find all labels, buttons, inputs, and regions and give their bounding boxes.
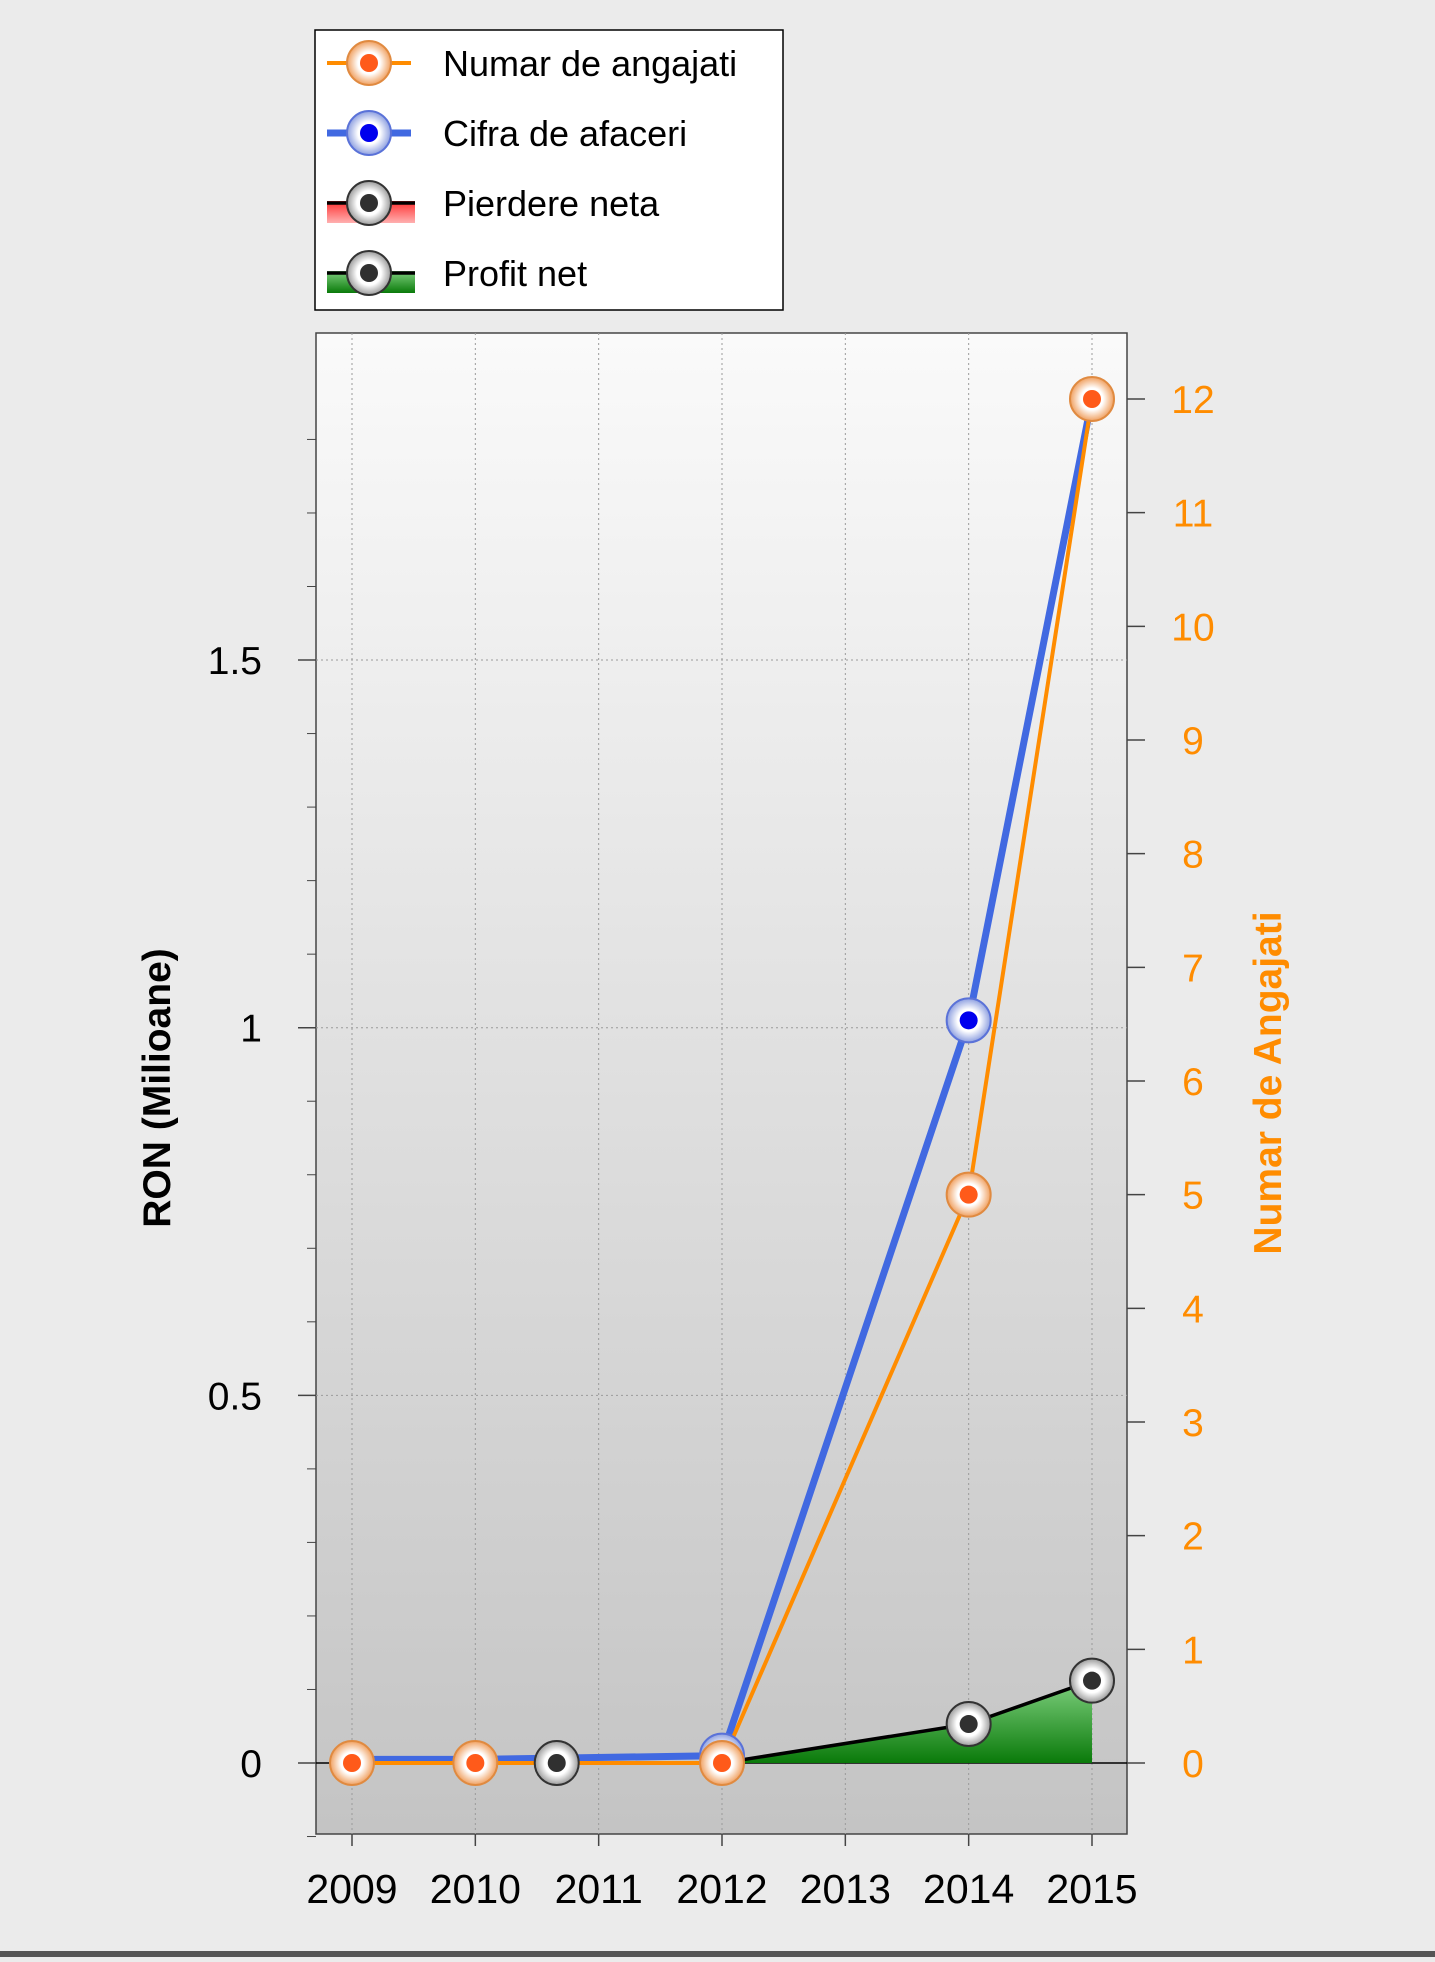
y2-tick-label: 2 (1182, 1516, 1204, 1559)
y2-tick-label: 5 (1182, 1175, 1204, 1218)
y2-tick-label: 7 (1182, 947, 1204, 990)
legend-label-profit: Profit net (443, 253, 587, 294)
y2-tick-label: 3 (1182, 1402, 1204, 1445)
y2-tick-label: 8 (1182, 834, 1204, 877)
angajati-point (713, 1754, 731, 1772)
y2-tick-label: 4 (1182, 1288, 1204, 1331)
legend-angajati-dot (360, 54, 378, 72)
y-tick-label: 0 (240, 1743, 262, 1786)
x-tick-label: 2011 (555, 1866, 643, 1912)
x-tick-label: 2009 (306, 1866, 397, 1912)
x-tick-label: 2010 (430, 1866, 521, 1912)
y-tick-label: 0.5 (208, 1375, 262, 1418)
y2-tick-label: 10 (1171, 606, 1214, 649)
y2-tick-label: 1 (1182, 1629, 1204, 1672)
legend: Numar de angajati Cifra de afaceri Pierder… (315, 30, 783, 310)
y2-tick-label: 6 (1182, 1061, 1204, 1104)
x-tick-label: 2015 (1046, 1866, 1137, 1912)
y2-axis-title: Numar de Angajati (1247, 911, 1290, 1254)
legend-label-pierdere: Pierdere neta (443, 183, 660, 224)
angajati-point (960, 1186, 978, 1204)
x-tick-label: 2013 (800, 1866, 891, 1912)
x-tick-label: 2014 (923, 1866, 1014, 1912)
legend-pierdere-dot (360, 194, 378, 212)
angajati-point (343, 1754, 361, 1772)
y2-tick-label: 9 (1182, 720, 1204, 763)
profit-point (960, 1715, 978, 1733)
y-tick-label: 1.5 (208, 640, 262, 683)
profit-point (1083, 1672, 1101, 1690)
x-tick-label: 2012 (676, 1866, 767, 1912)
legend-label-angajati: Numar de angajati (443, 43, 737, 84)
y2-tick-label: 11 (1173, 493, 1214, 536)
angajati-point (1083, 390, 1101, 408)
legend-label-cifra: Cifra de afaceri (443, 113, 687, 154)
legend-profit-dot (360, 264, 378, 282)
y2-tick-label: 0 (1182, 1743, 1204, 1786)
y-axis-title: RON (Milioane) (136, 948, 179, 1228)
y-tick-label: 1 (240, 1008, 262, 1051)
profit-point (548, 1754, 566, 1772)
bottom-bar (0, 1951, 1435, 1957)
angajati-point (466, 1754, 484, 1772)
y2-tick-label: 12 (1171, 379, 1214, 422)
cifra-point (960, 1011, 978, 1029)
legend-cifra-dot (360, 124, 378, 142)
